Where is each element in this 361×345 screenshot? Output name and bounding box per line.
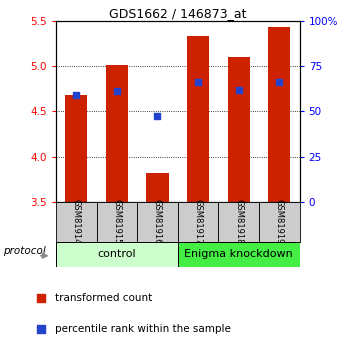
Bar xyxy=(259,202,300,242)
Bar xyxy=(146,173,169,202)
Text: GSM81917: GSM81917 xyxy=(193,199,203,244)
Point xyxy=(114,89,120,94)
Bar xyxy=(56,202,97,242)
Text: GSM81916: GSM81916 xyxy=(153,199,162,244)
Bar xyxy=(137,202,178,242)
Bar xyxy=(178,202,218,242)
Bar xyxy=(97,202,137,242)
Bar xyxy=(268,27,291,202)
Point xyxy=(277,80,282,85)
Point xyxy=(155,113,160,119)
Title: GDS1662 / 146873_at: GDS1662 / 146873_at xyxy=(109,7,247,20)
Point xyxy=(38,296,44,301)
Text: control: control xyxy=(97,249,136,259)
Bar xyxy=(56,241,178,267)
Text: percentile rank within the sample: percentile rank within the sample xyxy=(56,324,231,334)
Point xyxy=(236,88,242,93)
Point xyxy=(195,80,201,85)
Text: GSM81919: GSM81919 xyxy=(275,199,284,244)
Bar xyxy=(65,95,87,202)
Text: transformed count: transformed count xyxy=(56,294,153,304)
Text: GSM81918: GSM81918 xyxy=(234,199,243,244)
Text: GSM81914: GSM81914 xyxy=(72,199,81,244)
Bar xyxy=(227,57,250,202)
Bar xyxy=(218,202,259,242)
Text: GSM81915: GSM81915 xyxy=(112,199,121,244)
Point xyxy=(73,92,79,98)
Text: protocol: protocol xyxy=(3,246,45,256)
Bar xyxy=(106,65,128,202)
Bar xyxy=(178,241,300,267)
Bar xyxy=(187,36,209,202)
Point xyxy=(38,327,44,332)
Text: Enigma knockdown: Enigma knockdown xyxy=(184,249,293,259)
